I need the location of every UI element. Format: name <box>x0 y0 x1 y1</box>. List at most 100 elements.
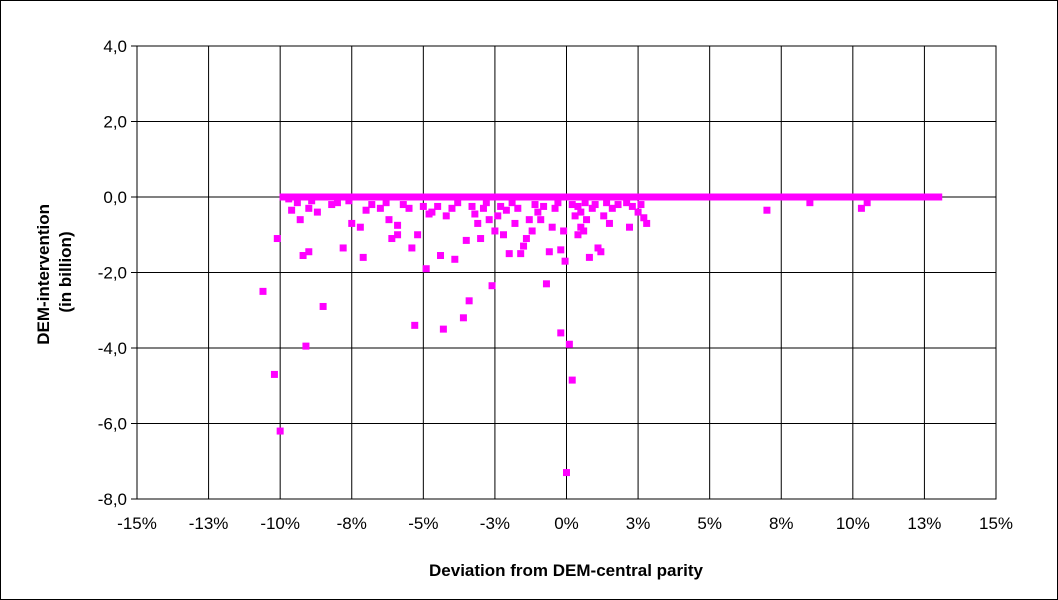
data-point <box>479 204 487 212</box>
data-point <box>319 302 327 310</box>
data-points <box>259 193 943 477</box>
data-point <box>299 252 307 260</box>
data-point <box>328 201 336 209</box>
data-point <box>497 202 505 210</box>
data-point <box>419 202 427 210</box>
data-point <box>581 199 589 207</box>
y-axis-title: DEM-intervention (in billion) <box>34 199 75 344</box>
data-point <box>494 212 502 220</box>
data-point <box>568 201 576 209</box>
data-point <box>285 195 293 203</box>
data-point <box>591 201 599 209</box>
y-tick-label: -2,0 <box>98 264 127 283</box>
data-point <box>508 199 516 207</box>
data-point <box>313 208 321 216</box>
data-point <box>600 212 608 220</box>
data-point <box>399 201 407 209</box>
data-point <box>935 193 943 201</box>
data-point <box>425 210 433 218</box>
data-point <box>394 221 402 229</box>
data-point <box>557 329 565 337</box>
y-tick-labels: 4,0 2,0 0,0 -2,0 -4,0 -6,0 -8,0 <box>98 37 127 509</box>
data-point <box>359 253 367 261</box>
x-tick-label: 15% <box>979 514 1013 533</box>
data-point <box>568 376 576 384</box>
x-tick-label: -15% <box>117 514 157 533</box>
data-point <box>482 199 490 207</box>
y-tick-label: 2,0 <box>103 113 127 132</box>
data-point <box>388 235 396 243</box>
data-point <box>448 204 456 212</box>
data-point <box>528 227 536 235</box>
data-point <box>565 340 573 348</box>
data-point <box>542 280 550 288</box>
y-axis-title-line-2: (in billion) <box>56 231 75 312</box>
data-point <box>517 250 525 258</box>
y-axis-title-line-1: DEM-intervention <box>34 204 53 345</box>
data-point <box>628 202 636 210</box>
data-point <box>259 287 267 295</box>
data-point <box>623 199 631 207</box>
data-point <box>270 370 278 378</box>
data-point <box>605 219 613 227</box>
data-point <box>560 227 568 235</box>
data-point <box>531 201 539 209</box>
data-point <box>439 325 447 333</box>
data-point <box>422 265 430 273</box>
data-point <box>385 216 393 224</box>
y-tick-label: -8,0 <box>98 490 127 509</box>
x-tick-label: -8% <box>337 514 367 533</box>
data-point <box>411 321 419 329</box>
data-point <box>414 231 422 239</box>
data-point <box>273 235 281 243</box>
data-point <box>561 257 569 265</box>
x-tick-label: -13% <box>189 514 229 533</box>
data-point <box>597 248 605 256</box>
data-point <box>522 235 530 243</box>
data-point <box>583 216 591 224</box>
data-point <box>557 246 565 254</box>
y-tick-label: -4,0 <box>98 339 127 358</box>
data-point <box>394 231 402 239</box>
data-point <box>348 219 356 227</box>
data-point <box>554 199 562 207</box>
data-point <box>637 201 645 209</box>
data-point <box>551 204 559 212</box>
data-point <box>462 236 470 244</box>
x-tick-label: 0% <box>554 514 579 533</box>
data-point <box>288 206 296 214</box>
data-point <box>603 199 611 207</box>
data-point <box>368 201 376 209</box>
x-tick-label: 5% <box>697 514 722 533</box>
data-point <box>485 216 493 224</box>
data-point <box>640 214 648 222</box>
data-point <box>608 204 616 212</box>
data-point <box>451 255 459 263</box>
data-point <box>540 202 548 210</box>
data-point <box>514 204 522 212</box>
data-point <box>857 204 865 212</box>
data-point <box>643 219 651 227</box>
data-point <box>382 199 390 207</box>
data-point <box>763 206 771 214</box>
data-point <box>520 242 528 250</box>
data-point <box>434 202 442 210</box>
data-point <box>474 219 482 227</box>
data-point <box>634 208 642 216</box>
grid <box>131 45 997 500</box>
data-point <box>491 227 499 235</box>
data-point <box>548 223 556 231</box>
data-point <box>276 427 284 435</box>
data-point <box>806 199 814 207</box>
x-tick-label: -10% <box>260 514 300 533</box>
data-point <box>376 204 384 212</box>
data-point <box>459 314 467 322</box>
data-point <box>863 199 871 207</box>
x-tick-label: 13% <box>907 514 941 533</box>
data-point <box>465 297 473 305</box>
data-point <box>305 204 313 212</box>
data-point <box>525 216 533 224</box>
data-point <box>356 223 364 231</box>
data-point <box>477 235 485 243</box>
